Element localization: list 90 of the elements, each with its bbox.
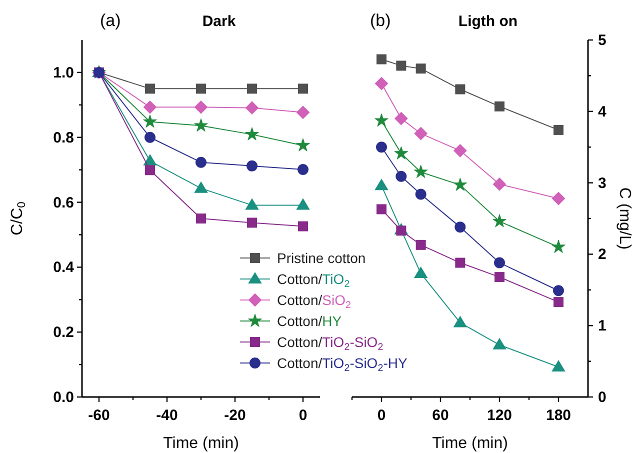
point	[247, 218, 257, 228]
point	[396, 170, 407, 182]
point	[455, 84, 466, 94]
legend-label: Cotton/HY	[277, 313, 342, 329]
point	[552, 240, 566, 253]
point	[194, 118, 208, 132]
point	[553, 285, 564, 296]
y-tick-label: 0.4	[53, 259, 75, 276]
point	[394, 146, 408, 160]
point	[554, 297, 564, 308]
point	[296, 106, 310, 119]
x-tick-label: -20	[224, 407, 246, 424]
point	[493, 178, 506, 191]
point	[454, 222, 466, 233]
point	[376, 142, 387, 153]
y-tick-label: 0.8	[53, 129, 74, 146]
point	[298, 84, 308, 94]
point	[415, 188, 426, 200]
point	[454, 316, 467, 328]
point	[374, 113, 388, 127]
y2-tick-label: 3	[598, 174, 606, 192]
text: (b)	[370, 11, 391, 30]
x-axis-title: Time (min)	[163, 435, 239, 452]
y-tick-label: 1.0	[53, 64, 74, 82]
y2-tick-label: 4	[598, 103, 607, 120]
point	[245, 127, 259, 140]
y2-tick-label: 5	[598, 32, 606, 49]
y2-tick-label: 1	[598, 318, 606, 335]
point	[196, 84, 206, 94]
y2-tick-label: 2	[598, 246, 606, 264]
point	[246, 101, 258, 114]
x-tick-label: 0	[298, 407, 308, 424]
point	[296, 138, 310, 152]
point	[453, 178, 468, 191]
y-tick-label: 0.2	[53, 324, 74, 342]
point	[144, 132, 156, 143]
point	[145, 165, 155, 176]
point	[194, 100, 208, 114]
legend-label: Cotton/TiO$_{2}$	[277, 271, 350, 290]
point	[143, 114, 157, 128]
x-tick-label: -60	[88, 407, 110, 424]
point	[414, 266, 428, 278]
point	[493, 338, 506, 350]
point	[196, 156, 206, 168]
legend-label: Cotton/SiO$_{2}$	[277, 292, 351, 310]
point	[494, 272, 504, 282]
point	[194, 182, 208, 193]
point	[396, 60, 406, 71]
x-tick-label: -40	[156, 407, 178, 424]
point	[375, 179, 388, 190]
point	[145, 84, 155, 94]
point	[492, 214, 506, 228]
chart-title: Dark	[202, 13, 236, 30]
point	[144, 100, 156, 114]
legend-label: Cotton/TiO$_{2}$-SiO$_{2}$	[277, 334, 384, 352]
y-tick-label: 0.0	[53, 389, 74, 406]
text: (a)	[100, 11, 121, 30]
point	[552, 360, 565, 372]
point	[246, 160, 258, 172]
point	[246, 198, 258, 210]
x-tick-label: 60	[432, 407, 449, 424]
point	[416, 240, 426, 250]
x-tick-label: 120	[486, 407, 512, 424]
point	[414, 127, 428, 140]
point	[375, 77, 388, 90]
point	[416, 64, 426, 74]
point	[376, 204, 386, 214]
y2-tick-label: 0	[598, 389, 606, 406]
point	[494, 101, 504, 112]
point	[298, 164, 308, 175]
point	[376, 54, 386, 64]
point	[196, 214, 206, 224]
point	[298, 221, 308, 232]
y-tick-label: 0.6	[53, 194, 74, 212]
point	[394, 112, 408, 126]
point	[552, 192, 565, 206]
y2-axis-title: C (mg/L)	[616, 187, 633, 250]
x-tick-label: 180	[546, 407, 572, 424]
legend-label: Cotton/TiO$_{2}$-SiO$_{2}$-HY	[277, 355, 408, 374]
point	[414, 164, 428, 178]
point	[455, 258, 466, 268]
legend-label: Pristine cotton	[277, 250, 366, 266]
x-tick-label: 0	[377, 407, 386, 424]
point	[296, 198, 310, 210]
point	[247, 84, 257, 94]
point	[554, 124, 564, 135]
point	[494, 257, 505, 268]
chart-title: Ligth on	[458, 13, 518, 30]
point	[454, 144, 467, 158]
x-axis-title: Time (min)	[432, 435, 508, 452]
